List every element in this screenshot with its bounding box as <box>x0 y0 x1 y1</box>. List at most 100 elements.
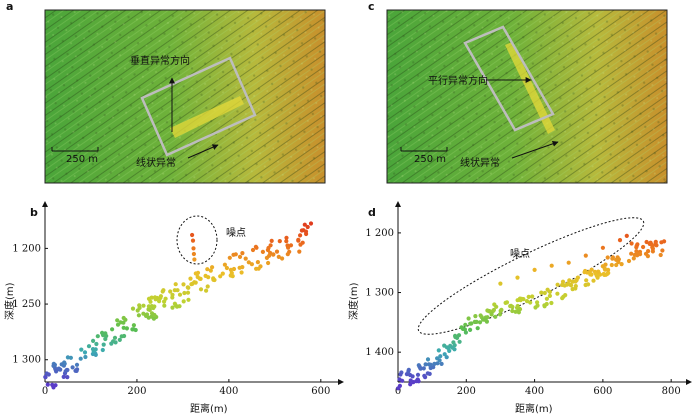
data-point-b <box>228 273 233 278</box>
selection-rect-a <box>140 56 257 157</box>
data-point-d <box>650 246 656 251</box>
x-tick-label-d: 400 <box>525 386 544 397</box>
data-point-d <box>569 283 574 288</box>
noise-ellipse-d <box>417 217 645 335</box>
data-point-d <box>586 282 591 287</box>
data-point-b <box>188 276 193 281</box>
data-point-d <box>609 262 614 268</box>
data-point-b <box>266 245 271 251</box>
data-point-d <box>610 256 615 261</box>
data-point-d <box>591 278 596 283</box>
noise-point-b <box>190 232 195 238</box>
xlabel-d: 距离(m) <box>515 402 553 415</box>
rect-label-a: 垂直异常方向 <box>130 54 190 67</box>
data-point-d <box>560 279 566 284</box>
data-point-d <box>606 267 611 272</box>
noise-label-b: 噪点 <box>226 227 246 239</box>
data-point-b <box>287 249 292 254</box>
panel-c-map: c 平行异常方向 线状异常 250 m <box>368 0 668 184</box>
data-point-b <box>237 265 242 270</box>
data-point-b <box>211 277 216 282</box>
data-point-b <box>146 304 151 309</box>
data-point-b <box>151 316 156 321</box>
data-point-d <box>418 366 423 371</box>
data-point-d <box>516 310 522 315</box>
data-point-d <box>539 290 544 295</box>
data-point-d <box>432 361 437 366</box>
data-point-b <box>65 375 70 380</box>
x-tick-label-b: 400 <box>219 386 238 397</box>
data-point-d <box>410 374 415 379</box>
data-point-b <box>109 341 114 346</box>
data-point-d <box>499 307 504 312</box>
data-point-d <box>483 317 488 323</box>
data-point-b <box>100 347 105 353</box>
data-point-d <box>530 294 535 299</box>
data-point-d <box>588 272 593 277</box>
data-point-d <box>555 282 560 287</box>
data-point-b <box>122 333 127 339</box>
data-point-d <box>472 319 477 324</box>
data-point-b <box>170 305 175 310</box>
data-point-b <box>210 265 215 270</box>
data-point-b <box>254 266 259 271</box>
x-tick-label-d: 200 <box>457 386 476 397</box>
data-point-d <box>542 290 547 296</box>
scalebar-label-a: 250 m <box>66 154 98 165</box>
data-point-b <box>152 304 157 309</box>
data-point-d <box>477 320 483 325</box>
data-point-b <box>103 336 108 342</box>
data-point-d <box>423 362 428 367</box>
data-point-d <box>475 326 480 331</box>
data-point-d <box>605 255 610 260</box>
data-point-b <box>284 239 289 244</box>
data-point-d <box>641 244 646 250</box>
data-point-b <box>239 270 244 275</box>
data-point-b <box>266 260 271 266</box>
data-point-b <box>267 253 272 258</box>
ylabel-d: 深度(m) <box>347 282 360 320</box>
data-point-b <box>135 308 140 313</box>
data-point-d <box>596 269 601 274</box>
data-point-d <box>626 258 632 264</box>
data-point-b <box>173 282 178 287</box>
data-point-d <box>414 379 419 384</box>
data-point-b <box>74 368 79 373</box>
data-point-b <box>260 249 265 254</box>
data-point-b <box>224 265 229 271</box>
data-point-d <box>427 371 432 376</box>
data-point-d <box>635 251 640 256</box>
data-point-d <box>619 262 624 267</box>
data-point-d <box>457 339 462 344</box>
noise-point-d <box>566 260 571 265</box>
data-point-b <box>117 337 122 342</box>
data-point-b <box>250 247 256 253</box>
data-point-b <box>91 338 96 343</box>
data-point-d <box>542 304 547 309</box>
data-point-b <box>277 239 282 244</box>
data-point-b <box>205 267 210 272</box>
noise-point-d <box>515 275 520 280</box>
data-point-b <box>158 295 163 300</box>
data-point-d <box>616 257 622 262</box>
data-point-d <box>653 241 658 246</box>
scatter-chart-b: b 噪点 距离(m) 深度(m) 0 200 400 600 1 200 1 250 1 3… <box>3 201 344 415</box>
data-point-d <box>444 355 449 360</box>
data-point-b <box>157 299 162 304</box>
data-point-b <box>205 284 210 289</box>
panel-letter-b: b <box>30 206 38 219</box>
data-point-b <box>95 334 100 339</box>
noise-point-d <box>532 267 537 272</box>
data-point-b <box>193 280 198 285</box>
data-point-d <box>508 304 513 309</box>
data-point-d <box>421 366 426 371</box>
data-point-b <box>162 299 167 304</box>
data-point-b <box>103 331 108 336</box>
data-point-d <box>560 296 565 301</box>
data-point-b <box>237 254 243 259</box>
data-point-d <box>660 248 665 253</box>
noise-point-d <box>549 263 554 268</box>
y-axis-arrow-d <box>395 201 401 207</box>
data-point-b <box>82 350 88 355</box>
data-point-d <box>436 348 441 353</box>
